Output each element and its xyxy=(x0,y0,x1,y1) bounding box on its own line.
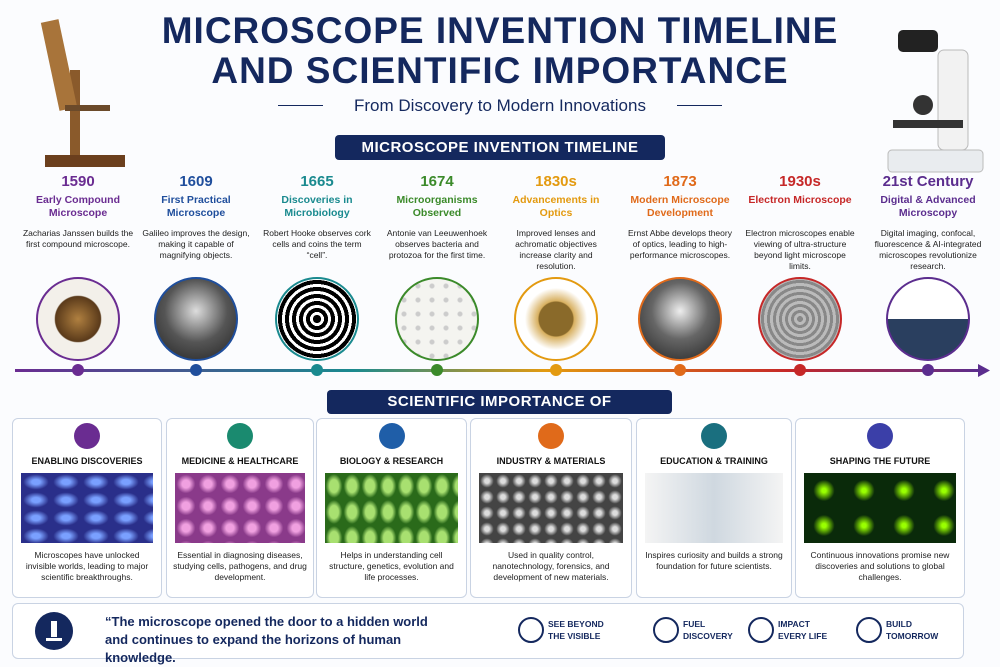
badge-icon xyxy=(856,617,882,643)
card-title: INDUSTRY & MATERIALS xyxy=(496,456,606,466)
card-icon xyxy=(867,423,893,449)
subtitle: From Discovery to Modern Innovations xyxy=(354,96,646,115)
event-image xyxy=(514,277,598,361)
event-title: Advancements in Optics xyxy=(512,194,600,219)
event-dot xyxy=(794,364,806,376)
event-image xyxy=(395,277,479,361)
badge-icon xyxy=(748,617,774,643)
event-year: 1609 xyxy=(179,173,213,190)
card-icon xyxy=(227,423,253,449)
event-image xyxy=(154,277,238,361)
brass-microscope-illustration xyxy=(40,19,125,167)
badge-text: IMPACT xyxy=(778,619,810,629)
event-title: Early Compound Microscope xyxy=(35,194,120,219)
card-text: Helps in understanding cell structure, g… xyxy=(329,550,454,582)
event-dot xyxy=(674,364,686,376)
importance-card: SHAPING THE FUTURE Continuous innovations… xyxy=(795,418,965,598)
event-image xyxy=(638,277,722,361)
event-dot xyxy=(550,364,562,376)
footer-box: “The microscope opened the door to a hid… xyxy=(12,603,964,665)
card-icon xyxy=(74,423,100,449)
event-year: 1873 xyxy=(663,173,697,190)
footer-icon xyxy=(35,612,73,650)
event-year: 1674 xyxy=(420,173,454,190)
event-title: Discoveries in Microbiology xyxy=(281,194,353,219)
event-dot xyxy=(72,364,84,376)
badge-text: SEE BEYOND xyxy=(548,619,604,629)
card-image xyxy=(175,473,305,543)
event-dot xyxy=(431,364,443,376)
card-text: Used in quality control, nanotechnology,… xyxy=(492,550,610,582)
badge-text: BUILD xyxy=(886,619,912,629)
event-dot xyxy=(922,364,934,376)
event-description: Ernst Abbe develops theory of optics, le… xyxy=(628,228,732,260)
importance-heading: SCIENTIFIC IMPORTANCE OF MICROSCOPES xyxy=(327,390,672,434)
event-image xyxy=(275,277,359,361)
card-title: BIOLOGY & RESEARCH xyxy=(339,456,444,466)
event-description: Robert Hooke observes cork cells and coi… xyxy=(263,228,371,260)
importance-card: ENABLING DISCOVERIES Microscopes have unl… xyxy=(12,418,162,598)
event-title: Electron Microscope xyxy=(748,194,852,206)
badge-icon xyxy=(653,617,679,643)
event-image xyxy=(36,277,120,361)
card-text: Microscopes have unlocked invisible worl… xyxy=(25,550,149,582)
event-title: Digital & Advanced Microscopy xyxy=(880,194,976,219)
event-year: 1590 xyxy=(61,173,95,190)
badge-text: EVERY LIFE xyxy=(778,631,828,641)
badge-text: TOMORROW xyxy=(886,631,939,641)
event-year: 1665 xyxy=(300,173,334,190)
event-dot xyxy=(190,364,202,376)
rule xyxy=(677,105,722,106)
event-description: Improved lenses and achromatic objective… xyxy=(515,228,597,271)
badge-icon xyxy=(518,617,544,643)
badge-text: DISCOVERY xyxy=(683,631,733,641)
event-description: Zacharias Janssen builds the first compo… xyxy=(22,228,134,249)
timeline-heading: MICROSCOPE INVENTION TIMELINE xyxy=(335,135,665,160)
importance-card: INDUSTRY & MATERIALS Used in quality cont… xyxy=(470,418,632,598)
modern-microscope-illustration xyxy=(887,30,984,173)
title-line2: AND SCIENTIFIC IMPORTANCE xyxy=(211,50,789,91)
event-title: Modern Microscope Development xyxy=(630,194,730,219)
event-image xyxy=(886,277,970,361)
card-title: EDUCATION & TRAINING xyxy=(660,456,768,466)
timeline-axis xyxy=(15,364,990,377)
event-year: 1930s xyxy=(779,173,821,190)
card-image xyxy=(645,473,783,543)
event-description: Galileo improves the design, making it c… xyxy=(142,228,250,260)
card-title: MEDICINE & HEALTHCARE xyxy=(181,456,299,466)
event-image xyxy=(758,277,842,361)
card-text: Inspires curiosity and builds a strong f… xyxy=(645,550,783,571)
event-description: Antonie van Leeuwenhoek observes bacteri… xyxy=(386,228,488,260)
card-image xyxy=(479,473,623,543)
card-image xyxy=(804,473,956,543)
card-text: Essential in diagnosing diseases, studyi… xyxy=(173,550,307,582)
importance-card: EDUCATION & TRAINING Inspires curiosity a… xyxy=(636,418,792,598)
card-title: ENABLING DISCOVERIES xyxy=(31,456,143,466)
importance-card: MEDICINE & HEALTHCARE Essential in diagno… xyxy=(166,418,314,598)
card-icon xyxy=(701,423,727,449)
event-year: 21st Century xyxy=(882,173,974,190)
card-title: SHAPING THE FUTURE xyxy=(829,456,931,466)
badge-text: THE VISIBLE xyxy=(548,631,601,641)
badge-text: FUEL xyxy=(683,619,706,629)
event-title: First Practical Microscope xyxy=(161,194,231,219)
event-dot xyxy=(311,364,323,376)
event-year: 1830s xyxy=(535,173,577,190)
card-text: Continuous innovations promise new disco… xyxy=(810,550,950,582)
card-image xyxy=(325,473,458,543)
event-description: Digital imaging, confocal, fluorescence … xyxy=(874,228,982,271)
rule xyxy=(278,105,323,106)
event-title: Microorganisms Observed xyxy=(396,194,478,219)
card-icon xyxy=(378,423,405,449)
card-image xyxy=(21,473,153,543)
importance-card: BIOLOGY & RESEARCH Helps in understanding… xyxy=(316,418,467,598)
card-icon xyxy=(538,423,564,449)
event-description: Electron microscopes enable viewing of u… xyxy=(745,228,855,271)
quote: “The microscope opened the door to a hid… xyxy=(105,614,428,665)
title-line1: MICROSCOPE INVENTION TIMELINE xyxy=(161,10,839,51)
